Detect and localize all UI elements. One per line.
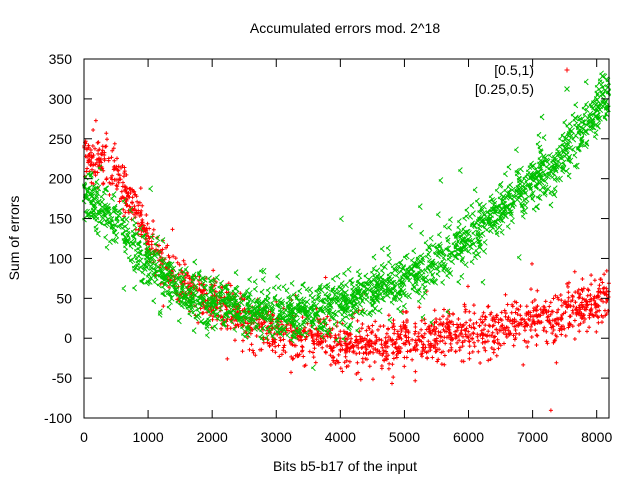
x-tick-label: 7000 (517, 429, 548, 445)
x-tick-label: 3000 (261, 429, 292, 445)
y-tick-label: 50 (56, 290, 72, 306)
plot-frame (83, 58, 610, 419)
data-points (81, 70, 612, 413)
legend: [0.5,1) [0.25,0.5) (475, 62, 570, 97)
legend-marker-symbol (564, 86, 570, 92)
y-tick-label: 300 (49, 91, 73, 107)
x-axis-label: Bits b5-b17 of the input (273, 458, 417, 474)
y-tick-label: 250 (49, 131, 73, 147)
x-tick-label: 5000 (389, 429, 420, 445)
chart-title: Accumulated errors mod. 2^18 (250, 20, 440, 36)
series-2-points (81, 70, 612, 372)
y-tick-label: 200 (49, 171, 73, 187)
legend-marker-series-2 (564, 86, 570, 92)
axis-ticks: 0 1000 2000 3000 4000 5000 6000 7000 8000-100-50… (44, 51, 613, 445)
x-tick-label: 2000 (197, 429, 228, 445)
y-tick-label: -100 (44, 410, 72, 426)
x-tick-label: 6000 (453, 429, 484, 445)
x-tick-label: 0 (80, 429, 88, 445)
y-tick-label: 0 (64, 330, 72, 346)
y-tick-label: -50 (52, 370, 72, 386)
x-tick-label: 1000 (133, 429, 164, 445)
x-tick-label: 4000 (325, 429, 356, 445)
legend-marker-series-1 (564, 67, 570, 73)
x-tick-label: 8000 (581, 429, 612, 445)
legend-label-series-1: [0.5,1) (494, 62, 534, 78)
y-tick-label: 350 (49, 51, 73, 67)
legend-label-series-2: [0.25,0.5) (475, 81, 534, 97)
legend-marker-symbol (564, 67, 570, 73)
y-tick-label: 150 (49, 211, 73, 227)
y-tick-label: 100 (49, 250, 73, 266)
y-axis-label: Sum of errors (6, 196, 22, 281)
